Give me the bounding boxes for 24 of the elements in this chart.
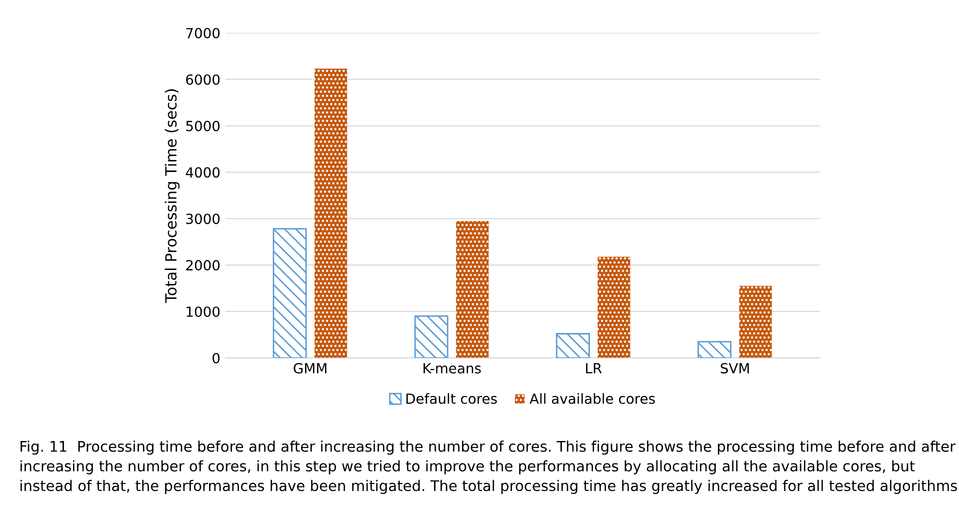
legend-label: All available cores [530,393,655,404]
y-tick-label: 1000 [186,306,220,317]
y-tick-label: 2000 [186,260,220,271]
y-tick-label: 7000 [186,28,220,38]
bar [272,228,307,358]
x-tick-label: K-means [424,363,481,374]
x-tick-label: LR [586,363,602,374]
bar [598,256,630,358]
y-tick-label: 5000 [186,120,220,132]
x-tick-label: GMM [294,363,326,374]
legend-label: Default cores [406,393,497,404]
bar [739,286,772,358]
bar [314,68,348,358]
y-tick-label: 6000 [186,74,220,85]
y-tick-label: 4000 [186,167,220,178]
bar [698,340,732,358]
y-tick-label: 3000 [186,214,220,224]
bar [556,333,590,358]
y-axis-title: Total Processing Time (secs) [164,89,180,303]
x-tick-label: SVM [720,363,749,374]
bar [414,315,448,358]
bar [456,220,489,358]
y-tick-label: 0 [212,352,220,364]
caption: Fig. 11 Processing time before and after increasing the number of cores. This figure shows the processing time before and after increasing the number of cores, in this step we tried to improve the performances by allocating all the available cores, but instead of that, the performances have been mitigated. The total processing time has greatly increased for all tested algorithms [20,440,957,494]
